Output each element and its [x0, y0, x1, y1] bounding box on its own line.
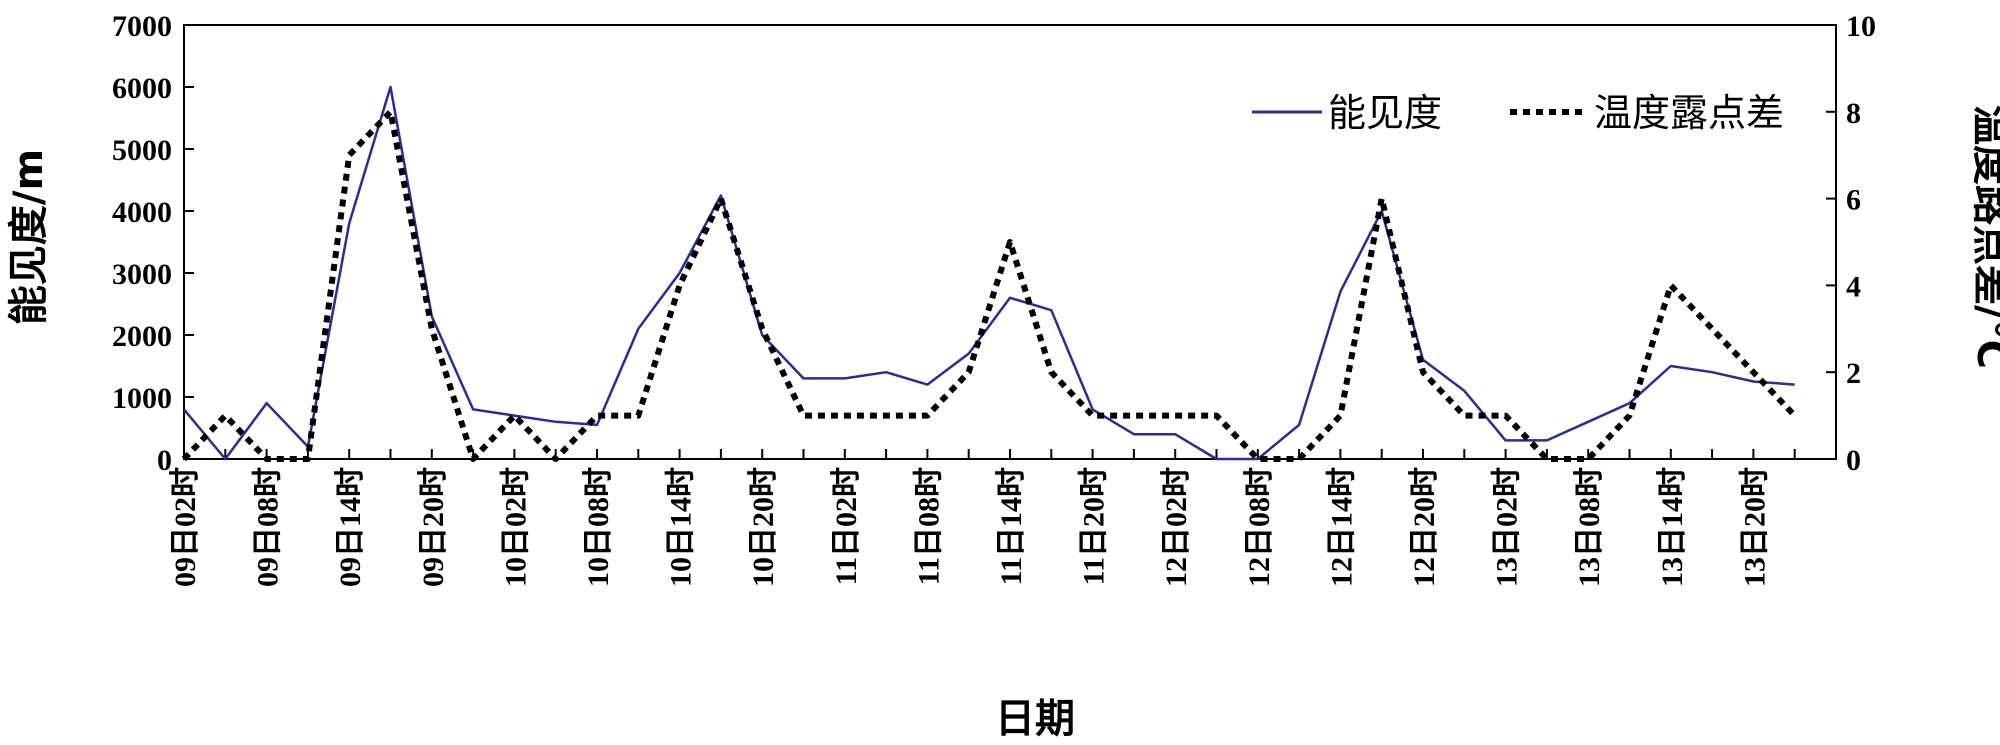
left-tick-label: 6000 [112, 72, 172, 105]
ticks: 0 1000 2000 3000 4000 5000 6000 7000 0 2 4 6 8 10 [112, 10, 1876, 477]
left-tick-label: 3000 [112, 258, 172, 291]
x-tick-label: 10日20时 [747, 467, 780, 587]
right-tick-label: 4 [1846, 270, 1861, 303]
x-tick-label: 09日02时 [169, 467, 202, 587]
x-tick-label: 10日14时 [665, 467, 698, 587]
x-tick-label: 11日14时 [995, 467, 1028, 585]
x-tick-label: 13日08时 [1573, 467, 1606, 587]
left-tick-label: 2000 [112, 320, 172, 353]
legend-label-visibility: 能见度 [1328, 91, 1442, 135]
left-axis-title: 能见度/m [6, 149, 52, 325]
x-tick-label: 13日02时 [1491, 467, 1524, 587]
left-tick-label: 1000 [112, 382, 172, 415]
series [181, 85, 1797, 462]
x-tick-label: 11日02时 [830, 467, 863, 585]
x-tick-label: 09日20时 [417, 467, 450, 587]
x-axis-title: 日期 [995, 696, 1075, 742]
left-tick-label: 4000 [112, 196, 172, 229]
left-tick-label: 5000 [112, 134, 172, 167]
x-tick-label: 13日20时 [1738, 467, 1771, 587]
right-tick-label: 10 [1846, 10, 1876, 43]
left-tick-label: 0 [157, 444, 172, 477]
x-tick-label: 10日08时 [582, 467, 615, 587]
x-tick-label: 10日02时 [499, 467, 532, 587]
x-tick-label: 09日14时 [334, 467, 367, 587]
left-tick-label: 7000 [112, 10, 172, 43]
x-tick-label: 11日08时 [912, 467, 945, 585]
right-tick-label: 2 [1846, 357, 1861, 390]
right-tick-label: 8 [1846, 97, 1861, 130]
x-tick-label: 09日08时 [252, 467, 285, 587]
x-tick-label: 11日20时 [1078, 467, 1111, 585]
legend: 能见度 温度露点差 [1252, 91, 1784, 135]
right-tick-label: 6 [1846, 184, 1861, 217]
right-axis-title: 温度路点差/°C [1968, 105, 2000, 369]
x-tick-label: 12日02时 [1160, 467, 1193, 587]
x-tick-label: 13日14时 [1656, 467, 1689, 587]
series-line-visibility [183, 85, 1795, 461]
legend-label-dewpoint: 温度露点差 [1594, 91, 1784, 135]
x-tick-label: 12日20时 [1408, 467, 1441, 587]
right-tick-label: 0 [1846, 444, 1861, 477]
x-tick-labels: 09日02时 09日08时 09日14时 09日20时 10日02时 10日08时 10日1… [169, 467, 1771, 587]
x-tick-label: 12日14时 [1325, 467, 1358, 587]
series-line-dewpoint [181, 108, 1797, 462]
x-tick-label: 12日08时 [1243, 467, 1276, 587]
